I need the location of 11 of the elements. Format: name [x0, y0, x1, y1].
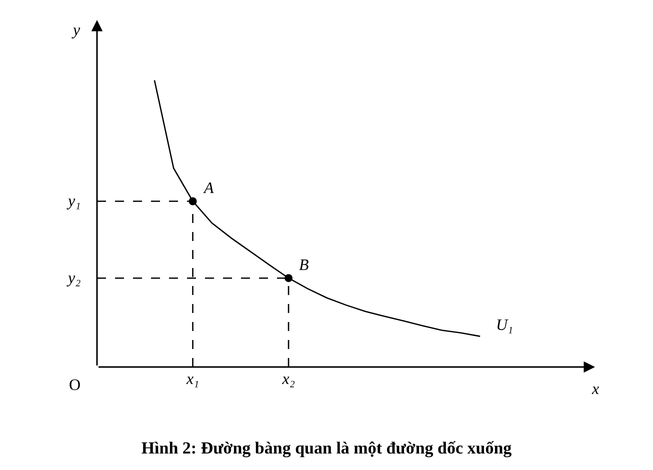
x-axis-title: x: [591, 381, 600, 398]
series-label: y₂: [66, 270, 82, 287]
series-label: U₁: [496, 317, 514, 334]
x-tick-label: x₁: [185, 371, 200, 388]
series-label: y₁: [66, 193, 81, 210]
annotation: B: [299, 257, 309, 274]
text: Hình 2: Đường bàng quan là một đường dốc xuống: [141, 438, 512, 458]
annotation: A: [203, 180, 214, 197]
y-axis-title: y: [71, 22, 81, 39]
text: O: [69, 377, 81, 394]
x-tick-label: x₂: [281, 371, 296, 388]
